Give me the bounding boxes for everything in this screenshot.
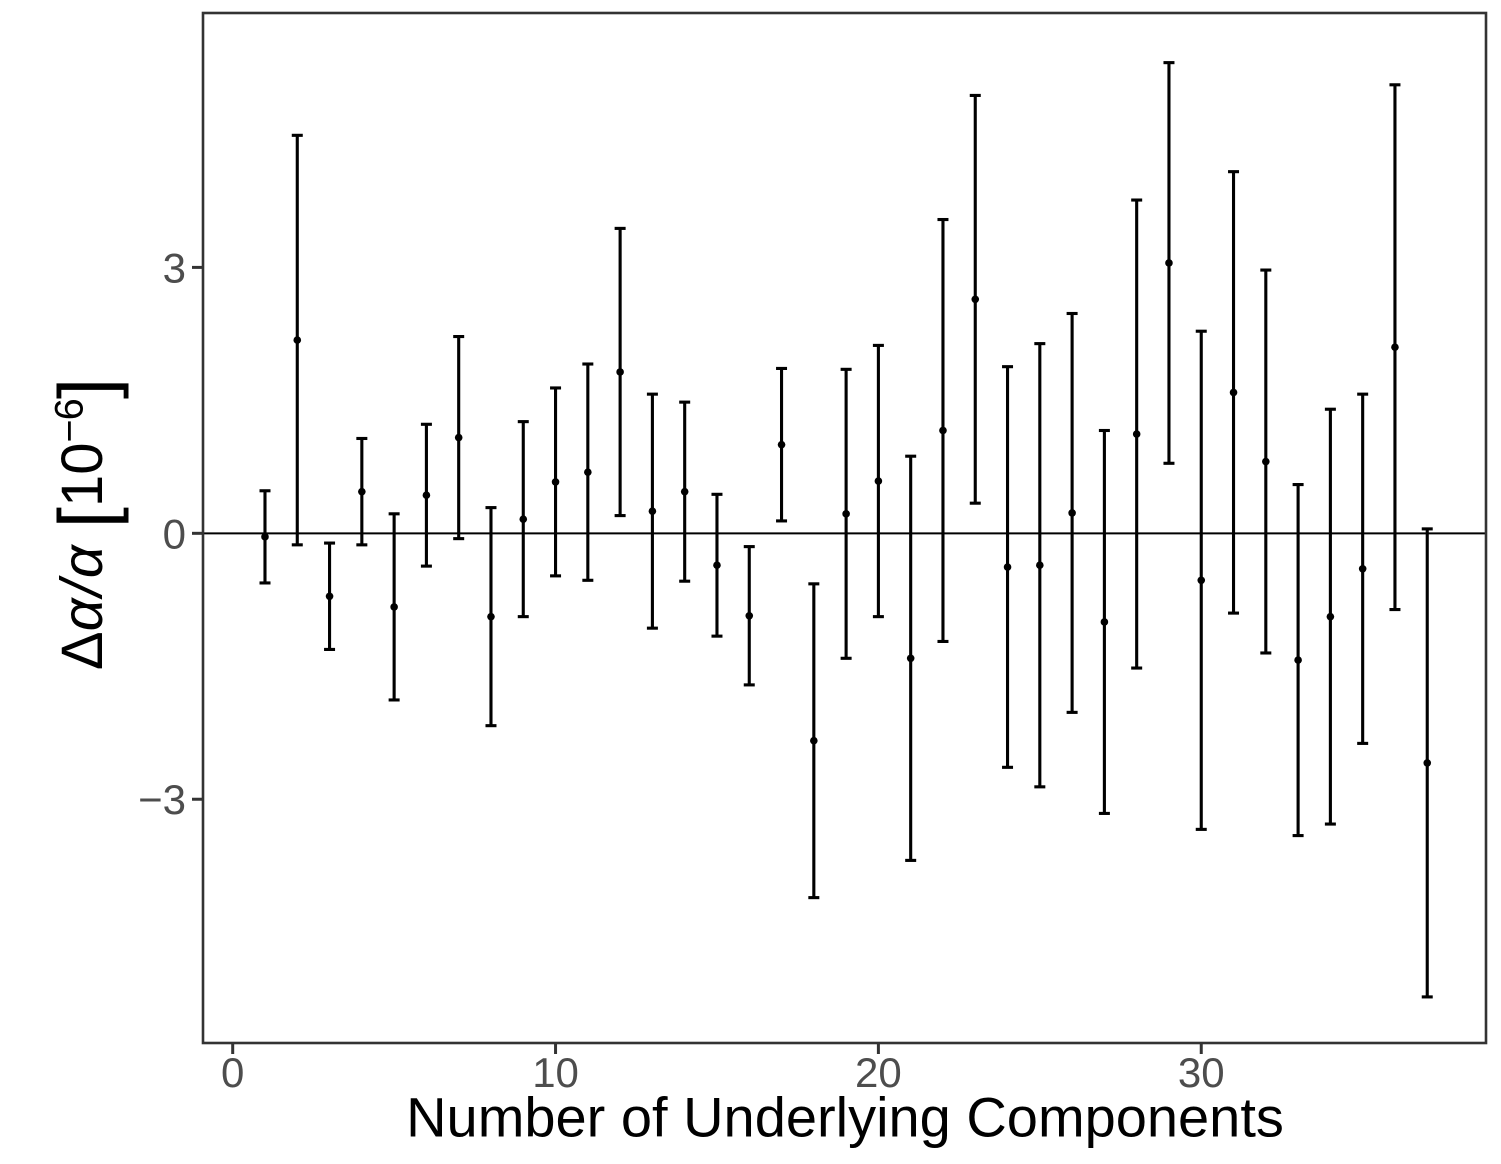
- data-point: [358, 487, 366, 496]
- data-point: [713, 561, 721, 570]
- data-point: [551, 478, 560, 486]
- data-point: [325, 592, 334, 601]
- data-point: [1197, 576, 1206, 585]
- data-point: [261, 533, 269, 541]
- ylabel-slash: /: [50, 580, 116, 597]
- y-axis-title: Δα/α [10−6]: [45, 378, 130, 671]
- data-point: [1003, 563, 1012, 571]
- data-point: [454, 433, 463, 442]
- data-point: [842, 510, 850, 518]
- ylabel-alpha-denominator: α: [50, 545, 116, 579]
- data-point: [584, 468, 592, 476]
- data-point: [648, 507, 657, 515]
- y-tick-label: −3: [138, 776, 186, 823]
- data-point: [680, 487, 689, 496]
- data-point: [1423, 759, 1432, 767]
- data-point: [1100, 618, 1109, 626]
- data-point: [745, 611, 754, 620]
- data-point: [874, 477, 883, 485]
- x-axis-title: Number of Underlying Components: [406, 1085, 1284, 1149]
- data-point: [906, 654, 915, 663]
- data-point: [1068, 509, 1076, 517]
- data-point: [293, 336, 302, 344]
- data-point: [1165, 259, 1173, 267]
- data-point: [1036, 561, 1044, 570]
- ylabel-alpha-numerator: α: [50, 598, 116, 632]
- x-tick-label: 20: [855, 1049, 902, 1096]
- ylabel-bracket-open: [: [44, 507, 130, 529]
- data-point: [616, 368, 624, 376]
- y-tick-label: 0: [163, 510, 186, 557]
- data-point: [422, 491, 431, 500]
- ylabel-exponent: −6: [47, 399, 92, 443]
- x-tick-label: 10: [532, 1049, 579, 1096]
- data-point: [971, 295, 980, 304]
- x-tick-label: 0: [221, 1049, 244, 1096]
- data-point: [1262, 457, 1270, 466]
- panel-border: [201, 11, 1488, 1045]
- x-tick-label: 30: [1178, 1049, 1225, 1096]
- data-point: [390, 603, 398, 611]
- ylabel-delta: Δ: [50, 631, 116, 671]
- data-point: [1229, 388, 1238, 397]
- data-point: [1391, 343, 1399, 351]
- ylabel-bracket-close: ]: [44, 377, 130, 400]
- ylabel-base-ten: 10: [50, 442, 116, 508]
- data-point: [1358, 564, 1367, 573]
- data-point: [939, 426, 947, 435]
- data-point: [777, 440, 786, 449]
- data-point: [519, 515, 528, 523]
- data-point: [1132, 430, 1141, 438]
- y-tick-label: 3: [163, 244, 186, 291]
- data-point: [1326, 612, 1335, 621]
- data-point: [487, 612, 495, 621]
- data-point: [1294, 656, 1302, 664]
- data-point: [810, 736, 818, 745]
